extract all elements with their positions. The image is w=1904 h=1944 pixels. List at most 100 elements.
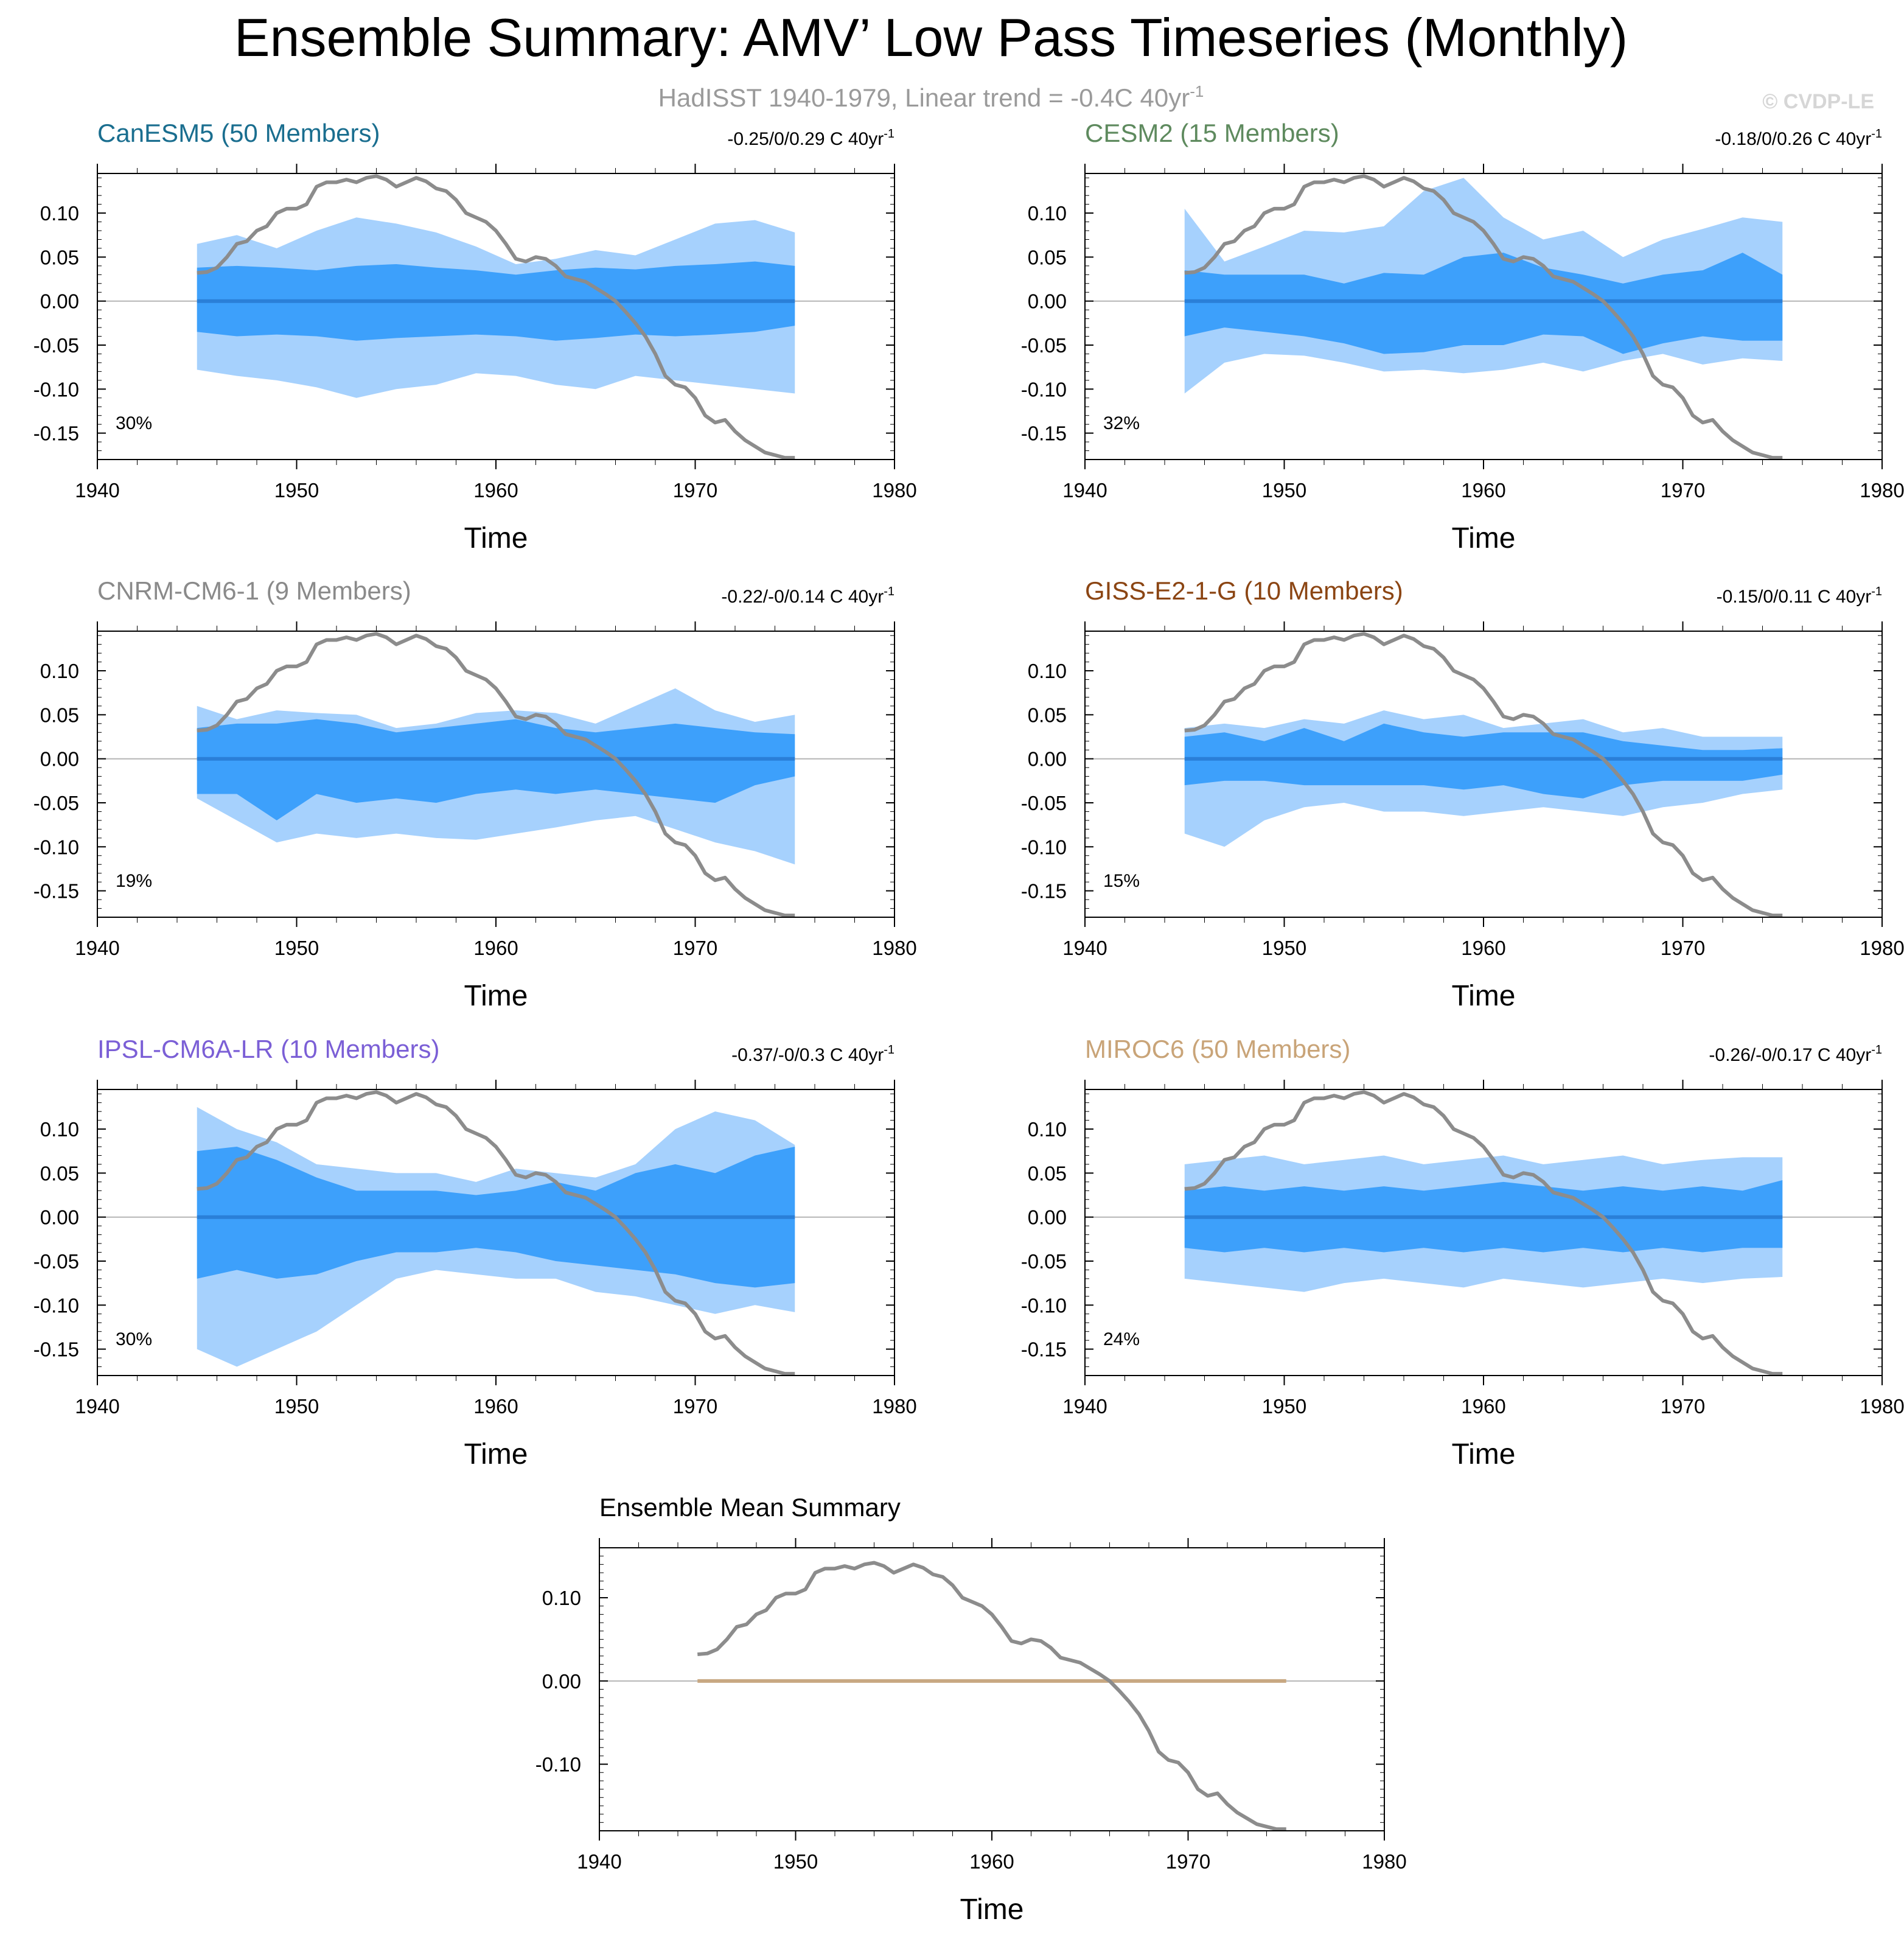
percent-label: 24% bbox=[1103, 1329, 1140, 1349]
range-superscript: -1 bbox=[1871, 585, 1882, 598]
range-text: -0.18/0/0.26 C 40yr bbox=[1715, 129, 1871, 149]
y-tick-label: 0.00 bbox=[1028, 1206, 1067, 1229]
x-tick-label: 1960 bbox=[473, 1395, 518, 1418]
panel-range-text: -0.37/-0/0.3 C 40yr-1 bbox=[731, 1043, 894, 1065]
x-tick-label: 1980 bbox=[1362, 1850, 1406, 1873]
x-tick-label: 1970 bbox=[673, 1395, 717, 1418]
panels: CanESM5 (50 Members) -0.25/0/0.29 C 40yr-… bbox=[33, 119, 1904, 1926]
panel-giss-e2-1-g: GISS-E2-1-G (10 Members) -0.15/0/0.11 C 4… bbox=[1021, 576, 1904, 1012]
y-tick-label: -0.05 bbox=[33, 1250, 79, 1273]
panel-title: MIROC6 (50 Members) bbox=[1085, 1035, 1350, 1063]
x-axis-label: Time bbox=[1452, 980, 1516, 1012]
y-tick-label: 0.00 bbox=[40, 290, 79, 313]
panel-title: IPSL-CM6A-LR (10 Members) bbox=[97, 1035, 439, 1063]
y-tick-label: -0.05 bbox=[1021, 792, 1067, 814]
inner-spread-band bbox=[1184, 723, 1783, 799]
y-tick-label: 0.00 bbox=[40, 1206, 79, 1229]
x-axis-label: Time bbox=[1452, 1438, 1516, 1470]
x-axis-label: Time bbox=[960, 1893, 1024, 1926]
observations-line bbox=[1184, 1090, 1783, 1376]
panel-cesm2: CESM2 (15 Members) -0.18/0/0.26 C 40yr-1 0… bbox=[1021, 119, 1904, 554]
percent-label: 32% bbox=[1103, 413, 1140, 433]
panel-ensemble-mean-summary: Ensemble Mean Summary 0.10 0.00 -0.10 1940 19… bbox=[535, 1493, 1407, 1926]
x-tick-label: 1940 bbox=[75, 937, 119, 959]
x-tick-label: 1950 bbox=[274, 479, 319, 502]
y-tick-label: -0.10 bbox=[1021, 1294, 1067, 1316]
y-tick-label: 0.10 bbox=[40, 1118, 79, 1141]
panel-range-text: -0.26/-0/0.17 C 40yr-1 bbox=[1709, 1043, 1882, 1065]
y-tick-label: 0.10 bbox=[1028, 202, 1067, 225]
x-tick-label: 1980 bbox=[1860, 937, 1904, 959]
plot-frame bbox=[599, 1547, 1385, 1831]
panel-range-text: -0.25/0/0.29 C 40yr-1 bbox=[727, 127, 894, 149]
x-tick-label: 1950 bbox=[773, 1850, 818, 1873]
y-tick-label: -0.10 bbox=[1021, 378, 1067, 400]
observations-line bbox=[1184, 632, 1783, 918]
panel-title: GISS-E2-1-G (10 Members) bbox=[1085, 576, 1403, 605]
x-tick-label: 1970 bbox=[1661, 479, 1705, 502]
x-tick-label: 1980 bbox=[1860, 1395, 1904, 1418]
inner-spread-band bbox=[1184, 253, 1783, 354]
y-tick-label: 0.05 bbox=[40, 1162, 79, 1184]
y-tick-label: 0.10 bbox=[542, 1587, 581, 1609]
x-tick-label: 1940 bbox=[75, 479, 119, 502]
observations-line bbox=[197, 1090, 795, 1376]
percent-label: 15% bbox=[1103, 871, 1140, 891]
percent-label: 19% bbox=[116, 871, 152, 891]
range-superscript: -1 bbox=[1871, 127, 1882, 141]
range-superscript: -1 bbox=[884, 585, 894, 598]
observations-line bbox=[1184, 174, 1783, 460]
x-tick-label: 1940 bbox=[1062, 937, 1107, 959]
y-tick-label: -0.15 bbox=[1021, 880, 1067, 903]
watermark: © CVDP-LE bbox=[1762, 90, 1874, 113]
y-tick-label: -0.10 bbox=[33, 378, 79, 400]
panel-range-text: -0.22/-0/0.14 C 40yr-1 bbox=[721, 585, 894, 607]
x-tick-label: 1980 bbox=[872, 937, 916, 959]
x-tick-label: 1940 bbox=[577, 1850, 621, 1873]
x-axis-label: Time bbox=[464, 522, 528, 554]
x-tick-label: 1960 bbox=[473, 479, 518, 502]
y-tick-label: 0.10 bbox=[1028, 660, 1067, 682]
observations-line bbox=[197, 632, 795, 918]
x-tick-label: 1950 bbox=[1262, 937, 1306, 959]
x-tick-label: 1980 bbox=[872, 1395, 916, 1418]
panel-cnrm-cm6-1: CNRM-CM6-1 (9 Members) -0.22/-0/0.14 C 40… bbox=[33, 576, 917, 1012]
x-axis-label: Time bbox=[1452, 522, 1516, 554]
y-tick-label: 0.05 bbox=[40, 246, 79, 268]
y-tick-label: 0.10 bbox=[40, 202, 79, 225]
x-tick-label: 1970 bbox=[1661, 937, 1705, 959]
y-tick-label: 0.05 bbox=[1028, 246, 1067, 268]
y-tick-label: 0.00 bbox=[1028, 748, 1067, 771]
range-text: -0.25/0/0.29 C 40yr bbox=[727, 129, 884, 149]
y-tick-label: -0.10 bbox=[1021, 836, 1067, 858]
y-tick-label: 0.10 bbox=[40, 660, 79, 682]
x-tick-label: 1970 bbox=[1661, 1395, 1705, 1418]
y-tick-label: -0.05 bbox=[33, 334, 79, 357]
x-tick-label: 1960 bbox=[1461, 1395, 1505, 1418]
panel-range-text: -0.18/0/0.26 C 40yr-1 bbox=[1715, 127, 1882, 149]
x-axis-label: Time bbox=[464, 980, 528, 1012]
x-tick-label: 1950 bbox=[1262, 479, 1306, 502]
observations-line bbox=[197, 174, 795, 460]
percent-label: 30% bbox=[116, 1329, 152, 1349]
inner-spread-band bbox=[197, 719, 795, 820]
x-tick-label: 1980 bbox=[872, 479, 916, 502]
y-tick-label: 0.00 bbox=[542, 1670, 581, 1693]
range-superscript: -1 bbox=[884, 127, 894, 141]
percent-label: 30% bbox=[116, 413, 152, 433]
figure-subtitle: HadISST 1940-1979, Linear trend = -0.4C … bbox=[658, 82, 1204, 112]
range-superscript: -1 bbox=[1871, 1043, 1882, 1057]
x-tick-label: 1940 bbox=[1062, 1395, 1107, 1418]
y-tick-label: 0.00 bbox=[40, 748, 79, 771]
subtitle-superscript: -1 bbox=[1190, 82, 1204, 100]
panel-canesm5: CanESM5 (50 Members) -0.25/0/0.29 C 40yr-… bbox=[33, 119, 917, 554]
y-tick-label: -0.15 bbox=[33, 422, 79, 445]
observations-line bbox=[697, 1561, 1286, 1831]
panel-range-text: -0.15/0/0.11 C 40yr-1 bbox=[1717, 585, 1882, 607]
y-tick-label: -0.05 bbox=[1021, 334, 1067, 357]
x-tick-label: 1970 bbox=[1166, 1850, 1210, 1873]
x-tick-label: 1960 bbox=[1461, 479, 1505, 502]
y-tick-label: -0.10 bbox=[33, 836, 79, 858]
y-tick-label: -0.05 bbox=[33, 792, 79, 814]
y-tick-label: -0.10 bbox=[33, 1294, 79, 1316]
